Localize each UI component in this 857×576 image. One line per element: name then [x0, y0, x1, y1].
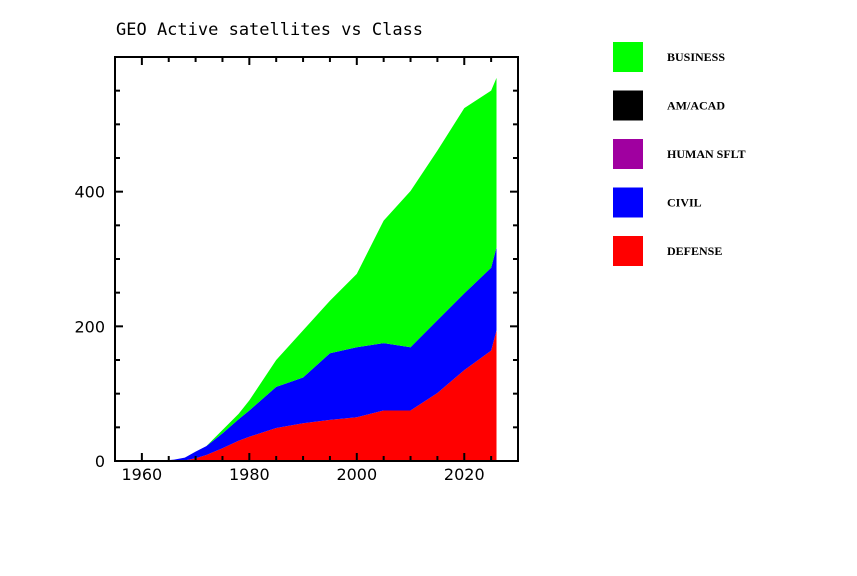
x-tick-label: 2020 — [444, 465, 485, 484]
legend-swatch — [613, 236, 643, 266]
x-tick-label: 1960 — [122, 465, 163, 484]
legend-swatch — [613, 139, 643, 169]
x-tick-label: 1980 — [229, 465, 270, 484]
y-tick-label: 200 — [74, 317, 105, 336]
x-tick-label: 2000 — [336, 465, 377, 484]
legend-label: HUMAN SFLT — [667, 147, 746, 161]
legend-label: CIVIL — [667, 196, 702, 210]
area-business — [131, 77, 497, 461]
area-defense — [131, 330, 497, 461]
legend-label: DEFENSE — [667, 244, 722, 258]
y-tick-label: 400 — [74, 183, 105, 202]
legend-swatch — [613, 187, 643, 218]
area-civil — [131, 247, 497, 461]
legend-item: CIVIL — [613, 187, 702, 218]
legend: BUSINESS AM/ACAD HUMAN SFLT CIVIL DEFENSE — [613, 42, 746, 266]
legend-swatch — [613, 42, 643, 72]
legend-item: HUMAN SFLT — [613, 139, 746, 169]
legend-swatch — [613, 90, 643, 121]
legend-item: AM/ACAD — [613, 90, 725, 121]
legend-label: BUSINESS — [667, 50, 725, 64]
stacked-areas — [131, 77, 497, 461]
legend-label: AM/ACAD — [667, 99, 725, 113]
legend-item: DEFENSE — [613, 236, 722, 266]
y-tick-label: 0 — [95, 452, 105, 471]
legend-item: BUSINESS — [613, 42, 725, 72]
axes: 1960 1980 2000 2020 0 200 400 — [74, 56, 519, 484]
chart-title: GEO Active satellites vs Class — [116, 20, 423, 40]
